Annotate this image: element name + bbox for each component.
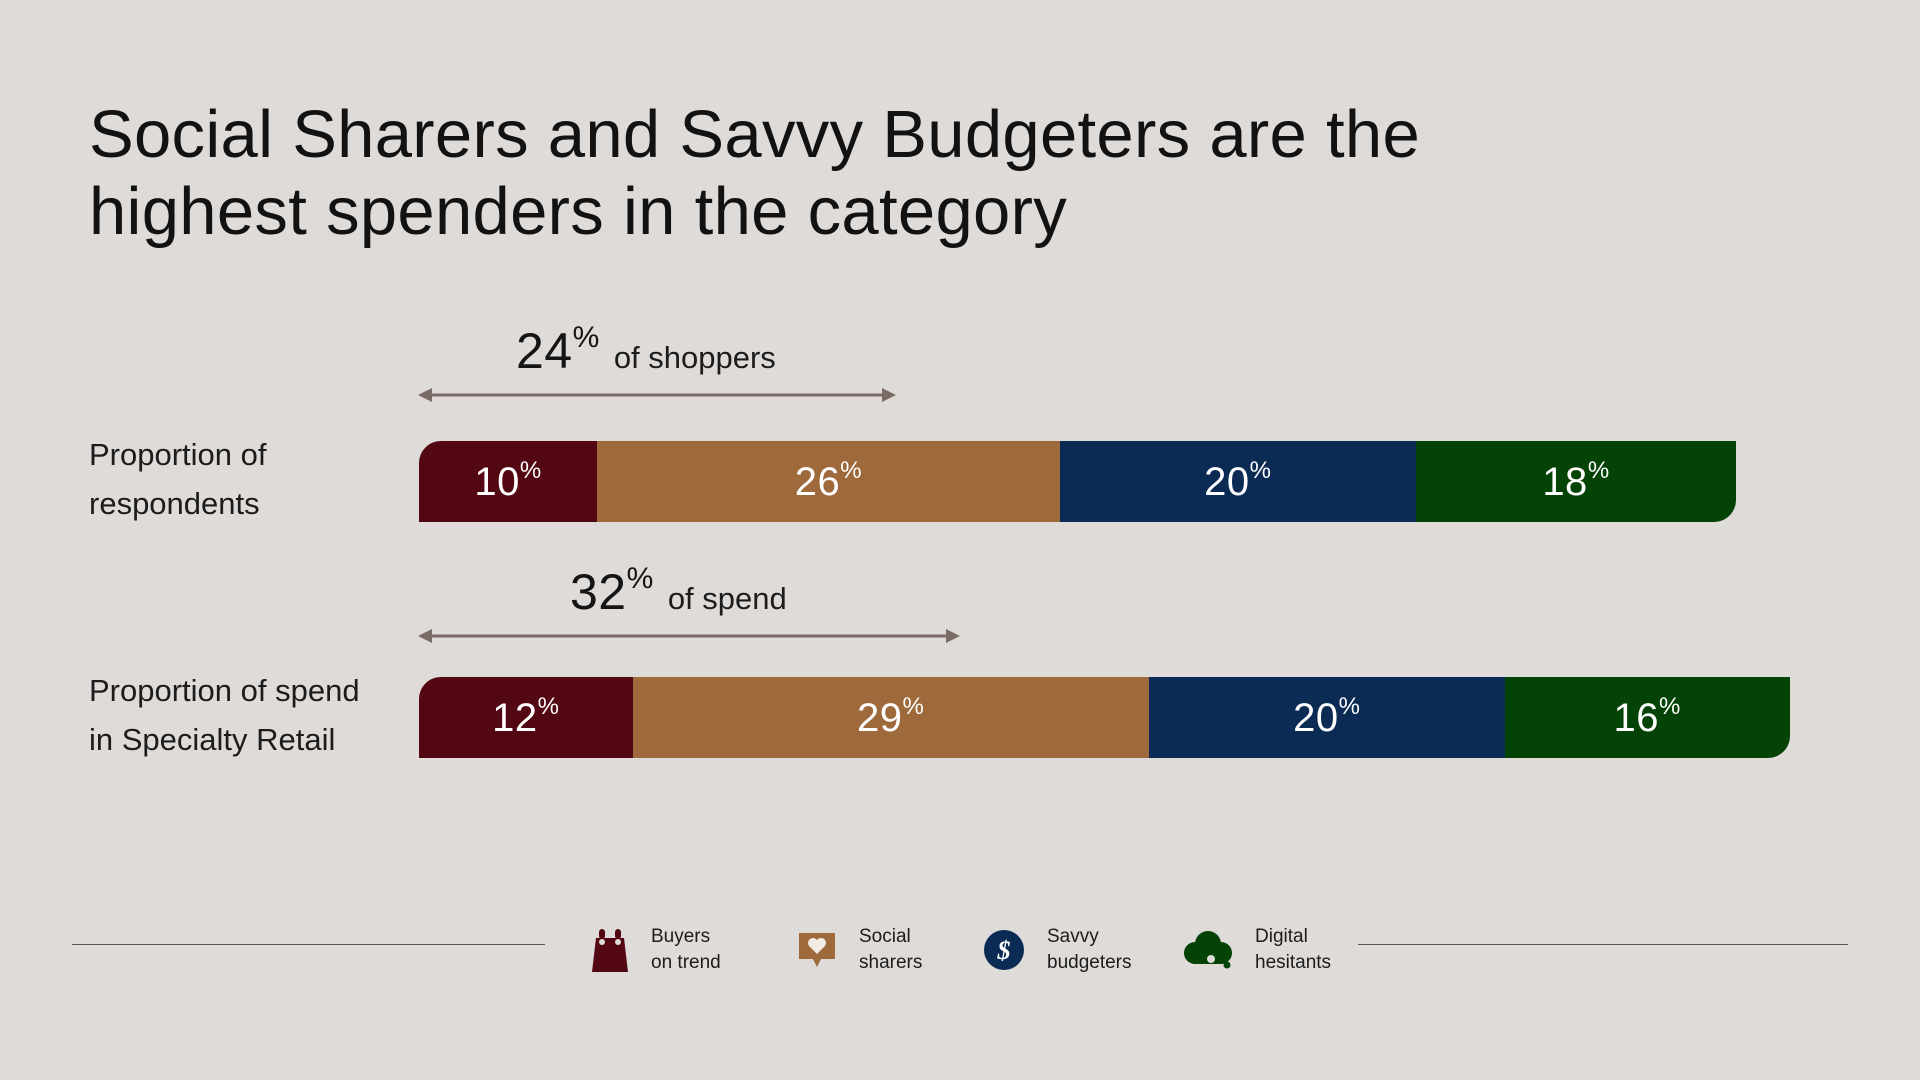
legend-label-line: on trend <box>651 952 721 973</box>
chart-title: Social Sharers and Savvy Budgeters are t… <box>89 96 1689 250</box>
row-label-respondents-line-2: respondents <box>89 486 260 521</box>
legend-label-line: budgeters <box>1047 952 1132 973</box>
legend-label-savvy-budgeters: Savvy budgeters <box>1047 924 1132 976</box>
annotation-shoppers-value: 24% <box>516 321 600 380</box>
data-label: 29% <box>857 692 925 740</box>
respondents-bar: 10% 26% 20% 18% <box>419 441 1737 522</box>
cloud-icon <box>1184 931 1232 969</box>
legend-label-digital-hesitants: Digital hesitants <box>1255 924 1331 976</box>
data-label: 12% <box>492 692 560 740</box>
annotation-spend-value: 32% <box>570 562 654 621</box>
heart-chat-icon <box>799 933 835 967</box>
legend-label-social-sharers: Social sharers <box>859 924 922 976</box>
bar-segment-buyers-on-trend: 12% <box>419 677 633 758</box>
data-label: 10% <box>474 456 542 504</box>
shoppers-span-arrow <box>418 388 896 402</box>
annotation-spend: 32% of spend <box>570 563 787 621</box>
spend-span-arrow <box>418 629 960 643</box>
bar-segment-digital-hesitants: 16% <box>1504 677 1790 758</box>
data-label: 20% <box>1293 692 1361 740</box>
bar-segment-social-sharers: 26% <box>597 441 1060 522</box>
data-label: 20% <box>1204 456 1272 504</box>
row-label-spend-line-1: Proportion of spend <box>89 673 360 708</box>
bar-segment-social-sharers: 29% <box>632 677 1149 758</box>
annotation-shoppers-label: of shoppers <box>613 340 776 375</box>
legend-divider-right <box>1358 944 1848 945</box>
data-label: 26% <box>794 456 863 504</box>
legend-divider-left <box>72 944 545 945</box>
annotation-shoppers: 24% of shoppers <box>516 322 776 380</box>
row-label-respondents: Proportion of respondents <box>89 430 267 528</box>
legend-item-buyers-on-trend: Buyers on trend <box>590 924 721 976</box>
svg-text:$: $ <box>997 936 1011 965</box>
legend-label-line: Buyers <box>651 926 711 947</box>
bar-segment-buyers-on-trend: 10% <box>419 441 597 522</box>
legend-label-line: hesitants <box>1255 952 1332 973</box>
legend-label-line: Digital <box>1255 926 1308 947</box>
annotation-spend-label: of spend <box>667 581 787 616</box>
spend-bar: 12% 29% 20% 16% <box>419 677 1790 758</box>
bar-segment-savvy-budgeters: 20% <box>1059 441 1416 522</box>
legend-item-savvy-budgeters: $ Savvy budgeters <box>983 924 1132 976</box>
bar-segment-savvy-budgeters: 20% <box>1148 677 1505 758</box>
money-icon: $ <box>984 930 1024 970</box>
row-label-spend: Proportion of spend in Specialty Retail <box>89 666 360 764</box>
legend-label-buyers-on-trend: Buyers on trend <box>651 924 721 976</box>
data-label: 18% <box>1542 456 1610 504</box>
data-label: 16% <box>1613 692 1681 740</box>
legend-label-line: Savvy <box>1047 926 1099 947</box>
row-label-respondents-line-1: Proportion of <box>89 437 267 472</box>
legend-label-line: Social <box>859 926 911 947</box>
row-label-spend-line-2: in Specialty Retail <box>89 722 336 757</box>
shopping-bag-icon <box>592 929 628 972</box>
legend-item-digital-hesitants: Digital hesitants <box>1181 924 1331 976</box>
title-line-2: highest spenders in the category <box>89 174 1067 249</box>
bar-segment-digital-hesitants: 18% <box>1415 441 1737 522</box>
legend-label-line: sharers <box>859 952 923 973</box>
legend-item-social-sharers: Social sharers <box>796 924 922 976</box>
title-line-1: Social Sharers and Savvy Budgeters are t… <box>89 97 1421 172</box>
